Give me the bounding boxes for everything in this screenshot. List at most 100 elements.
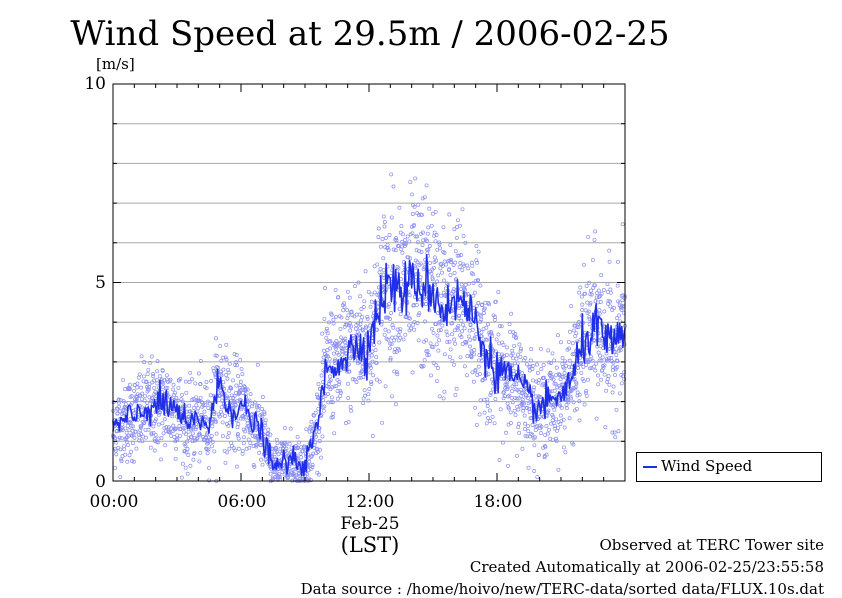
data-point: [455, 327, 460, 332]
data-point: [274, 437, 279, 442]
data-point: [489, 330, 494, 335]
data-point: [429, 344, 434, 349]
data-point: [171, 382, 176, 387]
data-point: [309, 419, 314, 424]
data-point: [592, 237, 597, 242]
data-point: [254, 442, 259, 447]
data-point: [206, 465, 211, 470]
data-point: [418, 261, 423, 266]
data-point: [598, 353, 602, 358]
data-point: [148, 445, 153, 450]
data-point: [551, 377, 556, 382]
data-point: [316, 382, 321, 387]
data-point: [474, 422, 479, 427]
data-point: [473, 278, 478, 283]
data-point: [349, 408, 354, 413]
data-point: [420, 230, 425, 235]
data-point: [148, 360, 153, 365]
data-point: [214, 419, 219, 424]
data-point: [226, 367, 231, 372]
data-point: [381, 214, 386, 219]
data-point: [556, 425, 561, 430]
data-point: [407, 316, 412, 321]
data-point: [359, 368, 364, 373]
data-point: [129, 423, 134, 428]
data-point: [331, 317, 336, 322]
data-point: [530, 364, 535, 368]
data-point: [472, 352, 477, 357]
data-point: [331, 411, 336, 416]
data-point: [374, 360, 379, 365]
data-point: [173, 390, 178, 395]
data-point: [375, 292, 380, 297]
data-point: [182, 426, 187, 431]
data-point: [389, 172, 394, 177]
data-point: [566, 400, 571, 405]
data-point: [241, 441, 246, 446]
data-point: [504, 430, 508, 435]
data-point: [161, 381, 166, 386]
data-point: [436, 366, 440, 370]
data-point: [430, 326, 435, 331]
data-point: [398, 230, 403, 235]
data-point: [538, 395, 543, 400]
data-point: [337, 379, 342, 384]
data-point: [348, 310, 353, 315]
data-point: [207, 401, 212, 406]
data-point: [570, 341, 575, 346]
data-point: [523, 433, 528, 438]
data-point: [158, 410, 163, 415]
data-point: [365, 316, 370, 321]
data-point: [600, 355, 605, 360]
data-point: [415, 260, 420, 265]
data-point: [427, 206, 432, 211]
data-point: [339, 315, 344, 320]
data-point: [240, 372, 245, 377]
data-point: [431, 265, 436, 270]
data-point: [231, 399, 236, 403]
data-point: [514, 356, 519, 361]
wind-speed-line: [112, 254, 626, 477]
data-point: [512, 382, 517, 387]
data-point: [491, 354, 496, 359]
data-point: [510, 363, 515, 368]
data-point: [463, 282, 468, 287]
data-point: [485, 404, 490, 408]
data-point: [175, 398, 180, 403]
data-point: [363, 269, 368, 274]
y-tick-label: 10: [84, 74, 106, 94]
data-point: [416, 202, 421, 207]
data-point: [611, 384, 616, 389]
data-point: [612, 306, 616, 310]
data-point: [399, 224, 404, 229]
data-point: [178, 433, 183, 438]
data-point: [559, 405, 564, 410]
data-point: [463, 287, 467, 292]
data-point: [331, 351, 336, 356]
data-point: [403, 241, 408, 246]
data-point: [412, 222, 416, 227]
data-point: [426, 225, 431, 230]
data-point: [221, 367, 226, 372]
data-point: [214, 431, 219, 436]
data-point: [234, 383, 239, 388]
data-point: [409, 224, 414, 229]
data-point: [460, 207, 465, 212]
data-point: [393, 402, 398, 407]
data-point: [487, 408, 492, 413]
data-point: [552, 407, 557, 412]
data-point: [588, 301, 593, 306]
data-point: [204, 380, 209, 384]
data-point: [118, 447, 123, 452]
data-point: [579, 294, 584, 299]
data-point: [252, 400, 257, 405]
footer-source: Data source : /home/hoivo/new/TERC-data/…: [300, 580, 824, 598]
data-point: [599, 377, 603, 382]
data-point: [450, 358, 455, 363]
data-point: [335, 396, 340, 401]
data-point: [197, 432, 202, 437]
data-point: [426, 247, 431, 252]
data-point: [558, 422, 563, 426]
data-point: [188, 370, 193, 375]
data-point: [226, 370, 231, 375]
